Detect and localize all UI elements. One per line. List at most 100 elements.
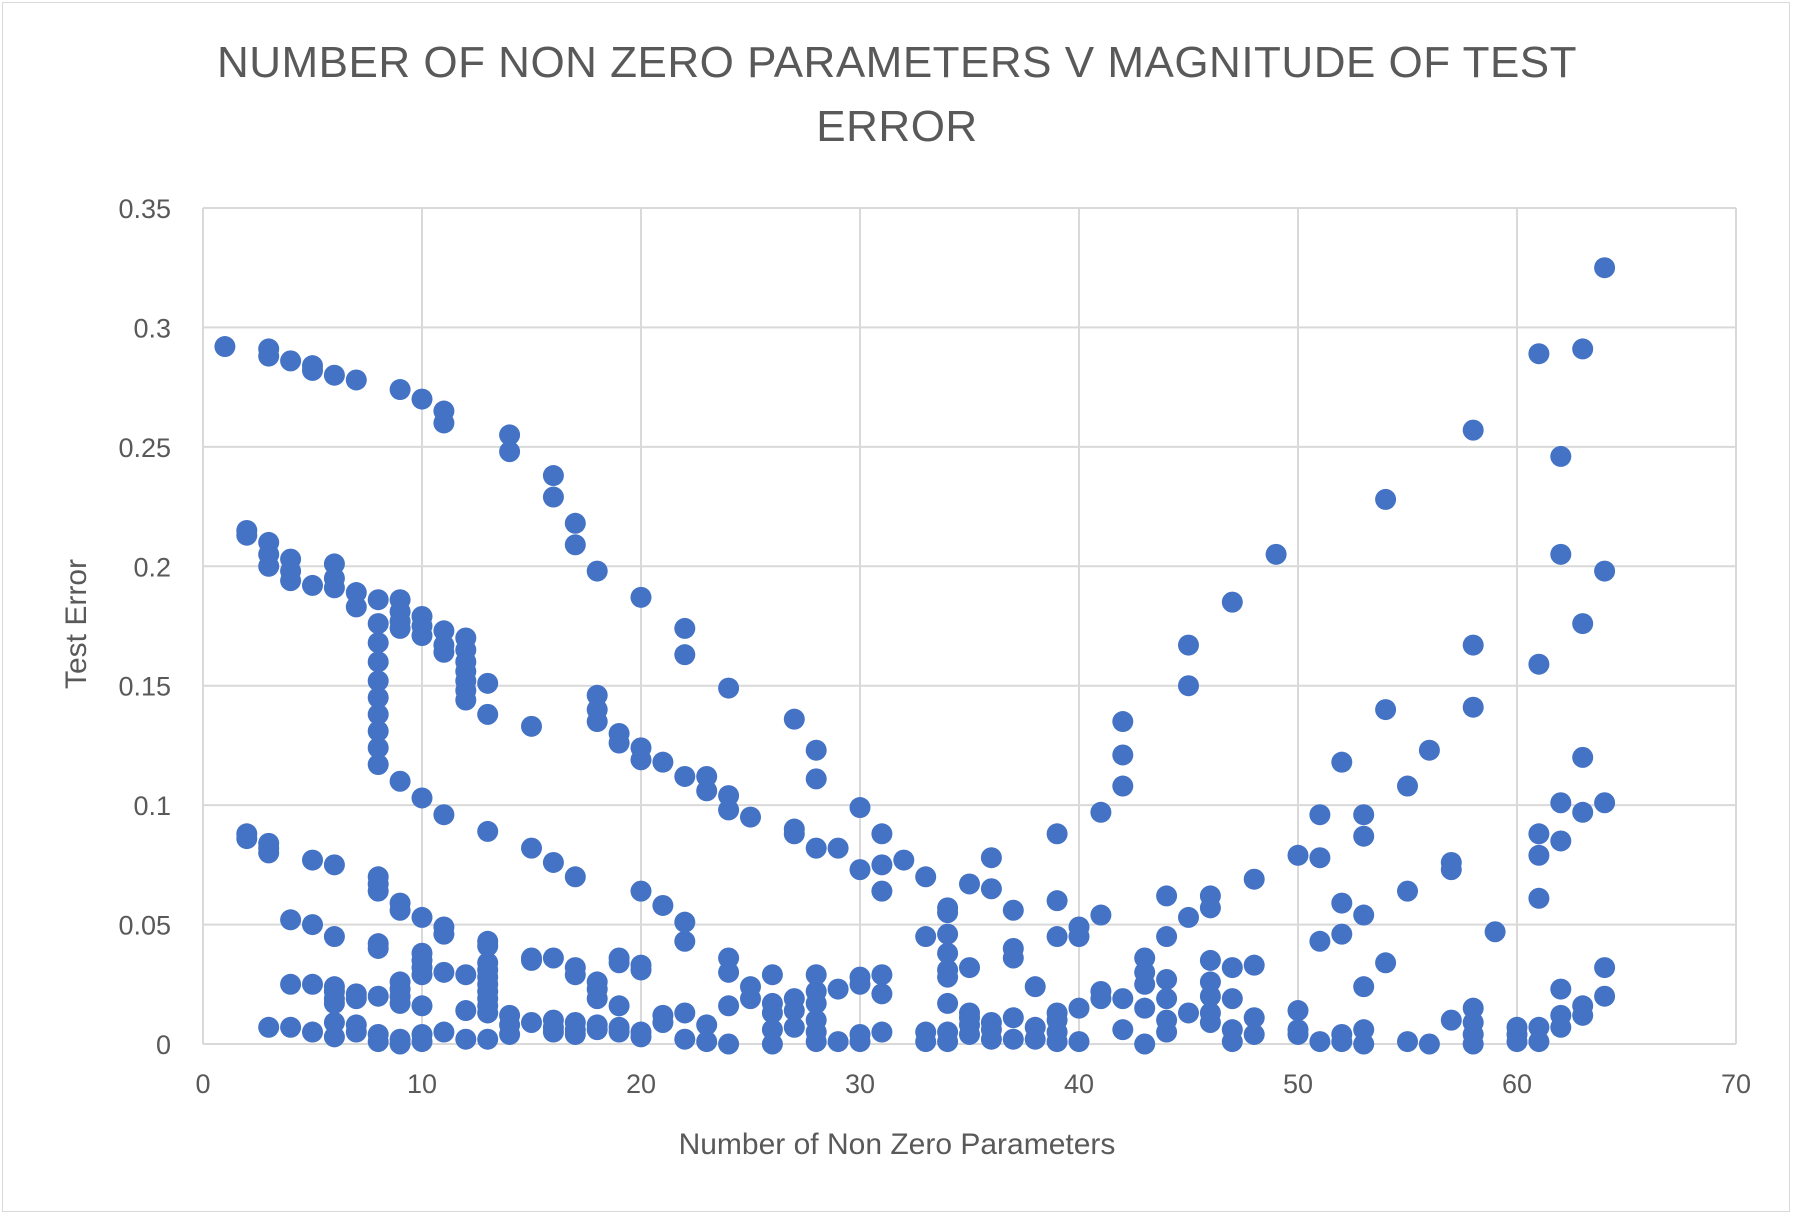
data-point: [1287, 844, 1309, 866]
data-point: [805, 1031, 827, 1053]
data-point: [915, 1031, 937, 1053]
data-point: [937, 923, 959, 945]
data-point: [674, 911, 696, 933]
data-point: [1287, 1023, 1309, 1045]
data-point: [1156, 885, 1178, 907]
data-point: [1462, 1033, 1484, 1055]
data-point: [521, 1012, 542, 1034]
data-point: [674, 1028, 696, 1050]
data-point: [1199, 1012, 1221, 1034]
data-point: [980, 878, 1002, 900]
data-point: [1397, 775, 1418, 797]
data-point: [827, 1031, 849, 1053]
data-point: [1331, 892, 1353, 914]
data-point: [433, 804, 455, 826]
data-point: [1550, 792, 1572, 814]
data-point: [1550, 1016, 1572, 1038]
data-point: [1550, 830, 1572, 852]
data-point: [1331, 1031, 1353, 1053]
data-point: [1090, 801, 1112, 823]
data-point: [1528, 823, 1550, 845]
data-point: [302, 1021, 323, 1043]
data-point: [696, 1014, 718, 1036]
data-point: [477, 820, 499, 842]
y-tick-label: 0.35: [118, 194, 171, 224]
data-point: [827, 837, 849, 859]
data-point: [258, 842, 280, 864]
data-point: [389, 617, 411, 639]
data-point: [805, 739, 827, 761]
x-axis-label: Number of Non Zero Parameters: [678, 1128, 1116, 1161]
data-point: [1528, 887, 1550, 909]
data-point: [389, 899, 411, 921]
data-point: [1375, 488, 1397, 510]
data-point: [718, 799, 740, 821]
data-point: [1002, 1007, 1024, 1029]
data-point: [608, 732, 630, 754]
data-point: [1331, 751, 1353, 773]
data-point: [280, 1016, 302, 1038]
data-point: [1594, 985, 1616, 1007]
y-tick-label: 0.2: [133, 552, 171, 582]
data-point: [1024, 1028, 1046, 1050]
data-point: [630, 959, 652, 981]
data-point: [389, 379, 411, 401]
data-point: [893, 849, 915, 871]
data-point: [367, 1031, 389, 1053]
data-point: [564, 512, 586, 534]
data-point: [521, 715, 542, 737]
data-point: [1331, 923, 1353, 945]
x-tick-label: 50: [1283, 1069, 1313, 1099]
data-point: [564, 1023, 586, 1045]
data-point: [783, 1000, 805, 1022]
x-tick-label: 20: [626, 1069, 656, 1099]
y-tick-label: 0.3: [133, 313, 171, 343]
data-point: [367, 632, 389, 654]
data-point: [1156, 988, 1178, 1010]
data-point: [367, 589, 389, 611]
data-point: [367, 937, 389, 959]
data-point: [959, 873, 980, 895]
data-point: [411, 388, 433, 410]
data-point: [1002, 947, 1024, 969]
data-point: [542, 851, 564, 873]
data-point: [411, 906, 433, 928]
data-point: [805, 768, 827, 790]
data-point: [1309, 804, 1331, 826]
data-point: [1550, 543, 1572, 565]
data-point: [586, 1019, 608, 1041]
data-point: [411, 787, 433, 809]
data-point: [367, 651, 389, 673]
data-point: [849, 859, 871, 881]
data-point: [542, 947, 564, 969]
data-point: [674, 930, 696, 952]
data-point: [674, 617, 696, 639]
data-point: [718, 995, 740, 1017]
data-point: [542, 486, 564, 508]
data-point: [411, 625, 433, 647]
data-point: [1046, 926, 1068, 948]
data-point: [389, 1033, 411, 1055]
data-point: [302, 973, 323, 995]
data-point: [1484, 921, 1506, 943]
y-tick-label: 0.15: [118, 672, 171, 702]
data-point: [740, 806, 761, 828]
data-point: [1594, 257, 1616, 279]
data-point: [761, 1033, 783, 1055]
data-point: [367, 985, 389, 1007]
data-point: [871, 823, 893, 845]
data-point: [1156, 969, 1178, 991]
data-point: [980, 847, 1002, 869]
data-point: [477, 935, 499, 957]
data-point: [1112, 711, 1134, 733]
data-point: [564, 964, 586, 986]
data-point: [455, 1000, 477, 1022]
data-point: [433, 412, 455, 434]
data-point: [323, 577, 345, 599]
data-point: [345, 1021, 367, 1043]
data-point: [959, 957, 980, 979]
data-point: [323, 364, 345, 386]
data-point: [542, 1021, 564, 1043]
